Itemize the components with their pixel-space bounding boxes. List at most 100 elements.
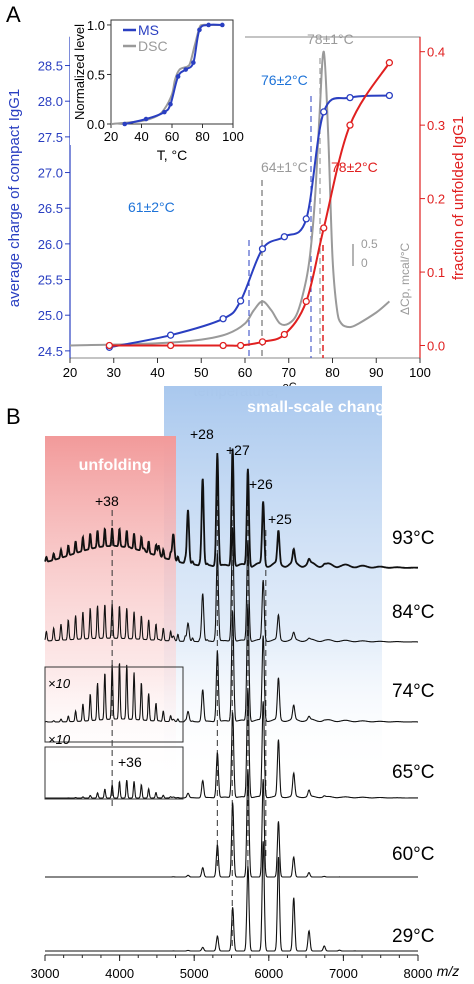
charge-label-36: +36: [118, 754, 142, 770]
mz-tick-label: 7000: [329, 966, 358, 981]
mz-tick-label: 5000: [180, 966, 209, 981]
unfolded-fraction-point: [346, 121, 354, 129]
left-tick-label: 25.5: [38, 273, 63, 288]
ms-charge-point: [302, 215, 310, 223]
dsc-scale-bottom: 0: [361, 256, 368, 270]
mz-tick-label: 6000: [254, 966, 283, 981]
spectrum-93: [44, 448, 418, 569]
magnification-label-74: ×10: [48, 676, 71, 691]
inset-x-tick-label: 100: [222, 129, 244, 144]
spectrum-29: [45, 841, 418, 952]
inset-y-tick-label: 1.0: [87, 18, 105, 33]
ms-charge-point: [236, 297, 245, 305]
unfolded-fraction-curve: [109, 62, 391, 347]
inset-ms-point: [122, 121, 128, 127]
ms-midpoint-label-61: 61±2°C: [128, 199, 175, 215]
panel-b: B small-scale changes unfolding ×10 ×10 …: [6, 386, 459, 981]
inset-x-tick-label: 60: [165, 129, 179, 144]
dsc-scale-label: ΔCp, mcal/°C: [398, 243, 412, 315]
charge-label-25: +25: [268, 511, 292, 527]
spectra: [44, 448, 418, 952]
left-tick-label: 27.0: [38, 166, 63, 181]
x-tick-label: 40: [150, 365, 164, 380]
unfolded-fraction-point: [105, 341, 114, 350]
spectrum-84: [44, 527, 418, 643]
left-tick-label: 25.0: [38, 308, 63, 323]
left-tick-label: 24.5: [38, 344, 63, 359]
mz-axis-ticks: 3000 4000 5000 6000 7000 8000: [31, 955, 432, 981]
left-axis-title: average charge of compact IgG1: [6, 89, 23, 307]
inset-ms-point: [162, 109, 167, 115]
dsc-midpoint-label-78: 78±1°C: [307, 31, 354, 47]
inset-ms-point: [175, 74, 181, 79]
right-tick-label: 0.3: [427, 118, 445, 133]
spectrum-74: [44, 603, 418, 723]
ms-charge-points: [105, 91, 394, 351]
unfolded-fraction-point: [320, 224, 328, 232]
mz-axis-title: m/z: [437, 963, 460, 979]
inset-ms-point: [191, 60, 196, 65]
inset-ms-points: [122, 22, 225, 127]
panel-a: A 20 30 40 50 60 70 80 90 100 24.5 25.0 25.5 26.0 26…: [6, 0, 467, 400]
ms-charge-point: [219, 315, 227, 323]
right-axis-title: fraction of unfolded IgG1: [450, 116, 467, 280]
unfolding-band: [45, 436, 176, 776]
small-scale-label: small-scale changes: [247, 399, 403, 416]
ms-charge-curve: [109, 94, 390, 349]
unfolded-fraction-point: [166, 341, 175, 350]
ms-charge-point: [166, 331, 175, 339]
x-tick-label: 100: [409, 365, 431, 380]
zoom-box-65: [44, 746, 184, 800]
temp-label-74: 74°C: [392, 681, 434, 702]
zoom-box-74: [44, 666, 184, 743]
x-tick-label: 50: [194, 365, 208, 380]
right-axis-ticks: 0.0 0.1 0.2 0.3 0.4: [420, 45, 445, 354]
x-tick-label: 60: [238, 365, 252, 380]
ms-midpoint-label-76: 76±2°C: [261, 72, 308, 88]
right-tick-label: 0.2: [427, 192, 445, 207]
dsc-midpoint-label-64: 64±1°C: [261, 159, 308, 175]
mz-tick-label: 4000: [105, 966, 134, 981]
x-tick-label: 80: [325, 365, 339, 380]
magnification-label-65: ×10: [48, 732, 71, 747]
inset-y-title: Normalized level: [72, 24, 87, 120]
inset-ticks: 20 40 60 80 100 0.0 0.5 1.0: [87, 18, 244, 144]
unfolding-label: unfolding: [79, 457, 152, 474]
legend-dsc-label: DSC: [138, 38, 168, 54]
inset-chart: 20 40 60 80 100 0.0 0.5 1.0 MS DSC Normalized l…: [70, 0, 245, 163]
right-tick-label: 0.0: [427, 339, 445, 354]
unfolded-fraction-point: [280, 330, 289, 339]
inset-x-title: T, °C: [157, 147, 188, 163]
inset-x-tick-label: 20: [104, 129, 118, 144]
left-tick-label: 26.0: [38, 237, 63, 252]
inset-x-tick-label: 40: [134, 129, 148, 144]
inset-ms-point: [197, 27, 202, 33]
unfolded-fraction-point: [219, 341, 227, 350]
x-tick-label: 70: [282, 365, 296, 380]
dsc-scale-bar: 0.5 0 ΔCp, mcal/°C: [352, 237, 412, 315]
x-tick-label: 90: [369, 365, 383, 380]
midpoint-lines: [248, 58, 324, 358]
left-tick-label: 28.0: [38, 94, 63, 109]
unfolded-fraction-point: [236, 341, 245, 350]
charge-label-26: +26: [249, 476, 273, 492]
left-tick-label: 27.5: [38, 130, 63, 145]
dsc-scale-top: 0.5: [361, 237, 378, 251]
unfolded-fraction-points: [105, 59, 394, 350]
x-tick-label: 20: [63, 365, 77, 380]
left-tick-label: 28.5: [38, 59, 63, 74]
ms-charge-point: [280, 233, 289, 241]
small-scale-band: [164, 386, 382, 776]
unfolded-fraction-point: [258, 338, 267, 346]
inset-ms-point: [220, 22, 225, 28]
panel-a-letter: A: [6, 2, 21, 27]
panel-b-letter: B: [6, 404, 21, 429]
inset-ms-point: [143, 116, 149, 122]
right-tick-label: 0.1: [427, 265, 445, 280]
dsc-curve: [69, 50, 391, 347]
left-axis-ticks: 24.5 25.0 25.5 26.0 26.5 27.0 27.5 28.0 28.5: [38, 59, 70, 359]
inset-y-tick-label: 0.0: [87, 117, 105, 132]
x-tick-label: 30: [107, 365, 121, 380]
inset-ms-point: [206, 22, 211, 28]
